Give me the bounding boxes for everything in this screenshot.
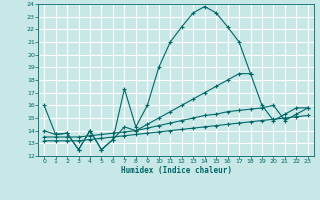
X-axis label: Humidex (Indice chaleur): Humidex (Indice chaleur) xyxy=(121,166,231,175)
